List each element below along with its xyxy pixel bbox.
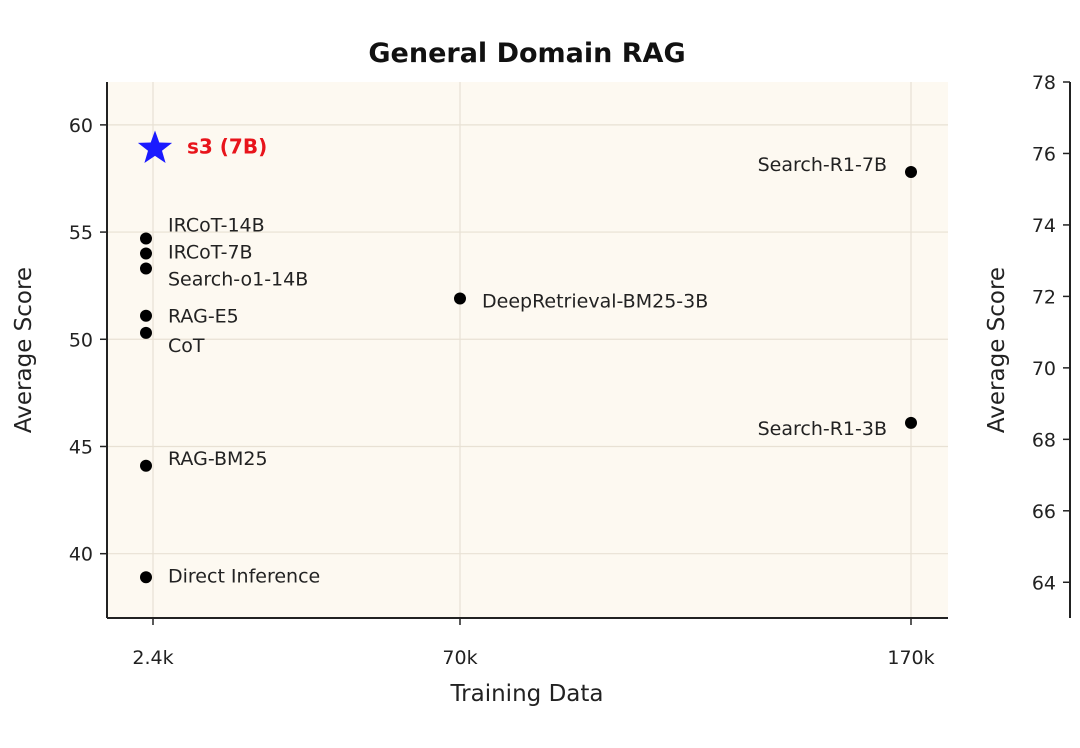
point-search-r1-3b (905, 416, 917, 429)
point-label-search-r1-3b: Search-R1-3B (758, 418, 887, 440)
y-tick-label: 55 (69, 222, 93, 244)
x-axis-title: Training Data (450, 681, 604, 707)
point-label-rag-bm25: RAG-BM25 (168, 448, 268, 470)
right-y-tick-label: 70 (1032, 358, 1056, 380)
point-rag-bm25 (140, 459, 152, 472)
plot-area (107, 82, 948, 618)
y-tick-label: 40 (69, 544, 93, 566)
x-tick-label: 170k (887, 647, 934, 669)
point-search-r1-7b (905, 166, 917, 179)
x-tick-label: 70k (442, 647, 477, 669)
right-y-axis-title: Average Score (984, 267, 1010, 433)
point-label-search-o1-14b: Search-o1-14B (168, 269, 308, 291)
right-y-tick-label: 66 (1032, 501, 1056, 523)
point-label-deepretrieval-bm25-3b: DeepRetrieval-BM25-3B (482, 291, 708, 313)
y-tick-label: 45 (69, 436, 93, 458)
point-ircot-7b (140, 247, 152, 260)
point-ircot-14b (140, 232, 152, 245)
point-direct-inference (140, 571, 152, 584)
point-label-direct-inference: Direct Inference (168, 565, 320, 587)
star-marker-s3-7b (137, 130, 173, 163)
point-label-s3-7b: s3 (7B) (187, 134, 267, 158)
point-deepretrieval-bm25-3b (454, 292, 466, 305)
right-y-tick-label: 64 (1032, 572, 1056, 594)
right-y-tick-label: 72 (1032, 286, 1056, 308)
y-axis-title: Average Score (11, 267, 37, 433)
right-y-tick-label: 74 (1032, 215, 1056, 237)
right-y-tick-label: 76 (1032, 143, 1056, 165)
point-label-search-r1-7b: Search-R1-7B (758, 154, 887, 176)
x-tick-label: 2.4k (132, 647, 173, 669)
point-rag-e5 (140, 309, 152, 322)
y-tick-label: 50 (69, 329, 93, 351)
point-label-cot: CoT (168, 335, 205, 357)
point-label-ircot-7b: IRCoT-7B (168, 242, 253, 264)
point-search-o1-14b (140, 262, 152, 275)
point-cot (140, 326, 152, 339)
chart-title: General Domain RAG (368, 38, 685, 69)
right-y-tick-label: 68 (1032, 429, 1056, 451)
point-label-rag-e5: RAG-E5 (168, 306, 239, 328)
y-tick-label: 60 (69, 115, 93, 137)
right-y-tick-label: 78 (1032, 72, 1056, 94)
point-label-ircot-14b: IRCoT-14B (168, 215, 265, 237)
